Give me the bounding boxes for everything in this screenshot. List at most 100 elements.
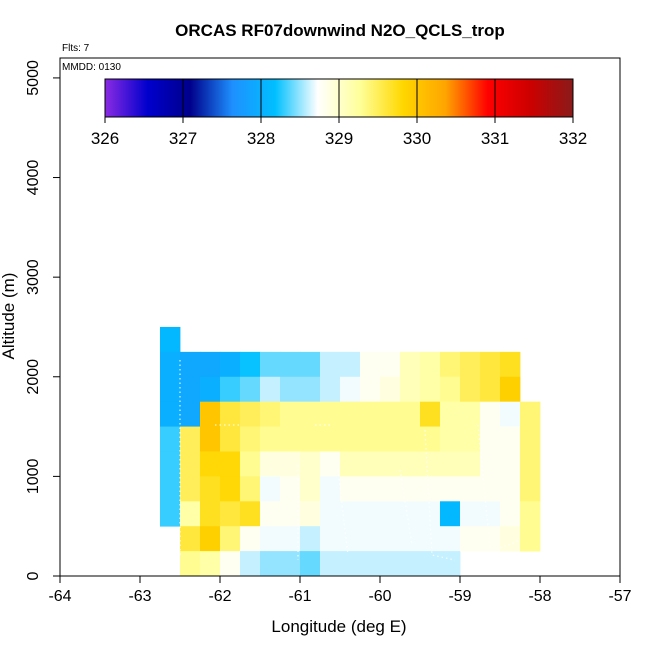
y-tick-label: 5000 (25, 60, 42, 96)
heatmap-cell (460, 451, 481, 477)
heatmap-cell (420, 351, 441, 378)
colorbar-tick-label: 326 (91, 129, 119, 148)
heatmap-cell (420, 401, 441, 427)
flight-track (424, 429, 456, 561)
heatmap-cell (260, 451, 281, 477)
heatmap-cell (380, 426, 401, 452)
heatmap-cell (300, 476, 321, 502)
heatmap-cell (380, 501, 401, 527)
heatmap-cell (380, 376, 401, 403)
heatmap-cell (320, 451, 341, 477)
heatmap-cells (160, 326, 541, 577)
heatmap-cell (220, 401, 241, 427)
heatmap-cell (160, 476, 181, 502)
heatmap-cell (520, 401, 541, 427)
heatmap-cell (400, 426, 421, 452)
heatmap-cell (160, 326, 181, 353)
heatmap-cell (500, 351, 521, 378)
heatmap-cell (480, 476, 501, 502)
heatmap-cell (300, 426, 321, 452)
heatmap-cell (460, 376, 481, 403)
heatmap-cell (180, 501, 201, 527)
heatmap-cell (380, 351, 401, 378)
heatmap-cell (280, 376, 301, 403)
heatmap-cell (400, 351, 421, 378)
heatmap-cell (440, 376, 461, 403)
x-axis: -64 -63 -62 -61 -60 -59 -58 -57 (48, 576, 632, 605)
heatmap-cell (440, 351, 461, 378)
heatmap-cell (380, 401, 401, 427)
heatmap-cell (420, 451, 441, 477)
heatmap-cell (260, 426, 281, 452)
heatmap-cell (200, 401, 221, 427)
heatmap-cell (360, 476, 381, 502)
heatmap-cell (160, 376, 181, 403)
x-tick-label: -60 (368, 588, 391, 605)
heatmap-cell (180, 526, 201, 552)
heatmap-cell (480, 426, 501, 452)
heatmap-cell (320, 401, 341, 427)
chart-title: ORCAS RF07downwind N2O_QCLS_trop (175, 21, 505, 40)
heatmap-cell (180, 401, 201, 427)
colorbar-tick-label: 329 (325, 129, 353, 148)
heatmap-cell (400, 376, 421, 403)
heatmap-cell (480, 376, 501, 403)
heatmap-cell (400, 526, 421, 552)
heatmap-cell (440, 401, 461, 427)
heatmap-cell (460, 351, 481, 378)
heatmap-cell (480, 351, 501, 378)
heatmap-cell (380, 526, 401, 552)
heatmap-cell (440, 526, 461, 552)
heatmap-cell (360, 526, 381, 552)
heatmap-cell (180, 351, 201, 378)
heatmap-cell (180, 426, 201, 452)
flights-note: Flts: 7 (62, 43, 90, 54)
heatmap-cell (160, 451, 181, 477)
heatmap-cell (300, 351, 321, 378)
y-tick-label: 0 (25, 571, 42, 580)
heatmap-cell (480, 451, 501, 477)
heatmap-cell (260, 351, 281, 378)
heatmap-cell (400, 401, 421, 427)
heatmap-cell (200, 501, 221, 527)
heatmap-cell (300, 401, 321, 427)
x-tick-label: -58 (528, 588, 551, 605)
heatmap-cell (180, 551, 201, 577)
flight-track (399, 469, 413, 546)
heatmap-cell (420, 376, 441, 403)
heatmap-cell (320, 351, 341, 378)
heatmap-cell (320, 426, 341, 452)
colorbar-tick-label: 332 (559, 129, 587, 148)
heatmap-cell (260, 376, 281, 403)
heatmap-cell (440, 451, 461, 477)
heatmap-cell (220, 451, 241, 477)
colorbar-tick-label: 327 (169, 129, 197, 148)
heatmap-cell (340, 476, 361, 502)
heatmap-cell (200, 426, 221, 452)
heatmap-cell (460, 526, 481, 552)
y-tick-label: 4000 (25, 160, 42, 196)
heatmap-cell (220, 426, 241, 452)
heatmap-cell (240, 451, 261, 477)
heatmap-cell (380, 551, 401, 577)
heatmap-cell (500, 526, 521, 552)
heatmap-cell (180, 376, 201, 403)
heatmap-cell (260, 501, 281, 527)
heatmap-cell (360, 451, 381, 477)
heatmap-cell (380, 476, 401, 502)
heatmap-cell (520, 426, 541, 452)
heatmap-cell (280, 351, 301, 378)
heatmap-cell (440, 501, 461, 527)
heatmap-cell (240, 426, 261, 452)
heatmap-cell (240, 501, 261, 527)
heatmap-cell (460, 476, 481, 502)
heatmap-cell (360, 501, 381, 527)
x-tick-label: -64 (48, 588, 71, 605)
heatmap-cell (340, 426, 361, 452)
heatmap-cell (500, 476, 521, 502)
heatmap-cell (320, 376, 341, 403)
heatmap-cell (440, 426, 461, 452)
heatmap-cell (260, 526, 281, 552)
heatmap-cell (360, 426, 381, 452)
